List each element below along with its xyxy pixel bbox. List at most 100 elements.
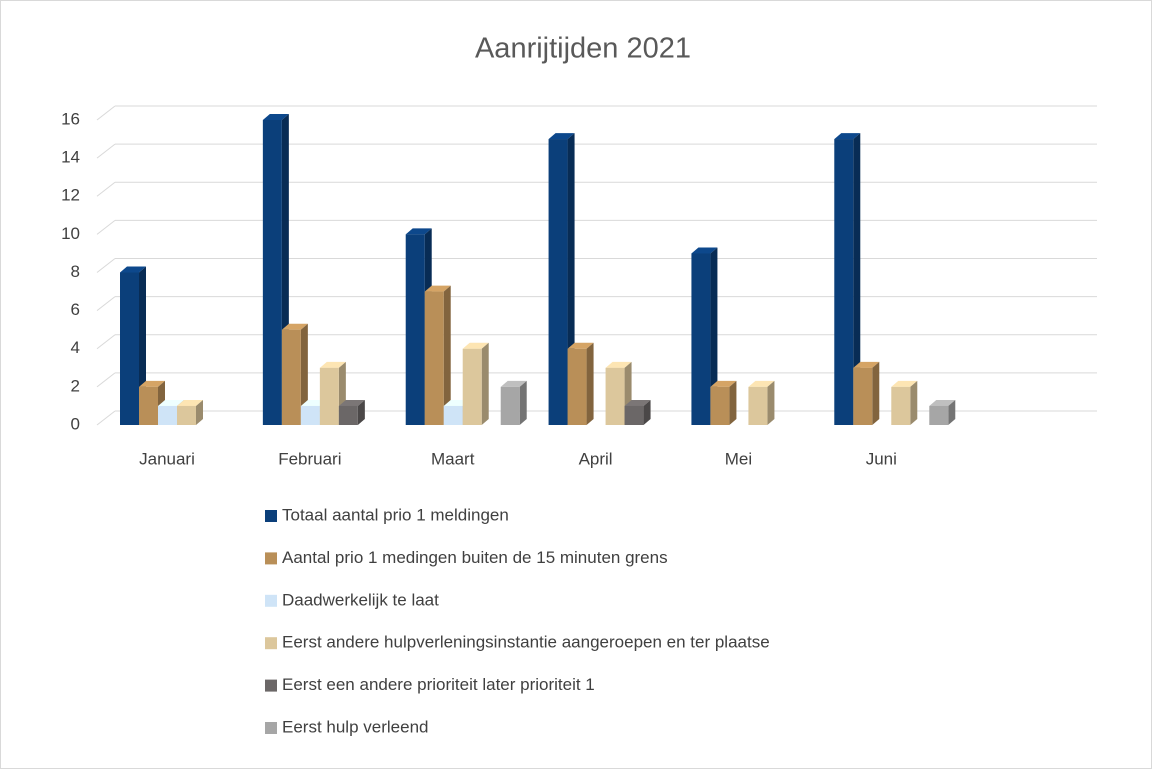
bar-side: [443, 285, 451, 425]
grid-line-depth: [96, 296, 116, 312]
bar-side: [872, 361, 880, 425]
bar-top: [929, 399, 956, 406]
bar: [548, 139, 568, 425]
legend-label: Aantal prio 1 medingen buiten de 15 minu…: [282, 548, 668, 567]
y-tick-label: 8: [71, 262, 80, 281]
bar-top: [691, 247, 718, 254]
grid-line-depth: [96, 181, 116, 197]
bar-side: [767, 380, 775, 425]
bar-side: [643, 399, 651, 425]
bar-top: [500, 380, 527, 387]
bar-top: [158, 399, 184, 406]
bar-top: [120, 266, 146, 273]
legend-label: Daadwerkelijk te laat: [282, 590, 439, 609]
y-tick-label: 12: [61, 186, 80, 205]
bar-side: [481, 342, 489, 425]
chart-title: Aanrijtijden 2021: [475, 33, 691, 65]
grid-line-depth: [96, 334, 116, 350]
bar-top: [834, 133, 861, 140]
bar: [500, 386, 520, 425]
y-tick-label: 16: [61, 109, 80, 128]
bar: [891, 386, 911, 425]
legend-swatch: [265, 679, 277, 692]
bar-side: [357, 399, 365, 425]
y-tick-label: 10: [61, 224, 80, 243]
bar-top: [405, 228, 432, 235]
bar-top: [462, 342, 489, 349]
bar-side: [586, 342, 594, 425]
legend-swatch: [265, 510, 277, 522]
bar-top: [853, 361, 880, 368]
bar: [691, 253, 711, 425]
x-tick-label: Maart: [431, 449, 475, 468]
bar-top: [567, 342, 594, 349]
bar-top: [710, 380, 737, 387]
bar: [319, 367, 339, 425]
bar-top: [624, 399, 651, 406]
bar: [748, 386, 768, 425]
grid-line-depth: [96, 258, 116, 273]
grid-line-depth: [96, 143, 116, 159]
bar-top: [177, 399, 203, 406]
bar-side: [196, 399, 203, 425]
x-tick-label: Juni: [866, 449, 897, 468]
bar: [300, 405, 320, 425]
bar-top: [605, 361, 632, 368]
grid-line-depth: [96, 410, 116, 426]
bar-top: [891, 380, 918, 387]
y-tick-label: 4: [71, 338, 80, 357]
bar: [158, 405, 177, 425]
y-tick-label: 6: [71, 300, 80, 319]
bar-side: [853, 133, 861, 425]
legend-label: Eerst hulp verleend: [282, 717, 428, 736]
bar: [405, 234, 425, 425]
x-tick-label: Januari: [139, 449, 195, 468]
bar: [624, 405, 644, 425]
legend-label: Eerst andere hulpverleningsinstantie aan…: [282, 633, 770, 652]
bar-top: [548, 133, 575, 140]
legend-swatch: [265, 637, 277, 650]
bar: [424, 291, 444, 425]
grid-line-depth: [96, 219, 116, 235]
bar: [567, 348, 587, 425]
bar: [834, 139, 854, 425]
grid-line-depth: [96, 372, 116, 388]
grid-line-depth: [96, 105, 116, 121]
x-tick-label: Mei: [725, 449, 752, 468]
bar: [462, 348, 482, 425]
bar-side: [519, 380, 527, 425]
legend-swatch: [265, 594, 277, 607]
bar: [443, 405, 463, 425]
bar: [338, 405, 358, 425]
bar-top: [281, 323, 308, 330]
bar: [853, 367, 873, 425]
bar-top: [319, 361, 346, 368]
bar: [281, 329, 301, 425]
bar-side: [729, 380, 737, 425]
y-tick-label: 14: [61, 148, 80, 167]
bar: [177, 405, 196, 425]
bar: [929, 405, 949, 425]
bar: [139, 386, 158, 425]
x-tick-label: Februari: [278, 449, 341, 468]
bar-top: [338, 399, 365, 406]
bar-side: [710, 247, 718, 425]
legend-label: Eerst een andere prioriteit later priori…: [282, 675, 595, 694]
y-tick-label: 2: [71, 376, 80, 395]
bar-side: [948, 399, 956, 425]
bar: [710, 386, 730, 425]
bar-top: [262, 114, 289, 120]
bar-top: [424, 285, 451, 292]
x-tick-label: April: [579, 449, 613, 468]
legend-swatch: [265, 722, 277, 734]
bar-top: [139, 380, 165, 387]
bar: [605, 367, 625, 425]
bar-side: [300, 323, 308, 425]
bar: [120, 272, 139, 425]
bar-side: [910, 380, 918, 425]
legend-label: Totaal aantal prio 1 meldingen: [282, 505, 509, 524]
bar-top: [748, 380, 775, 387]
bar: [262, 120, 282, 425]
